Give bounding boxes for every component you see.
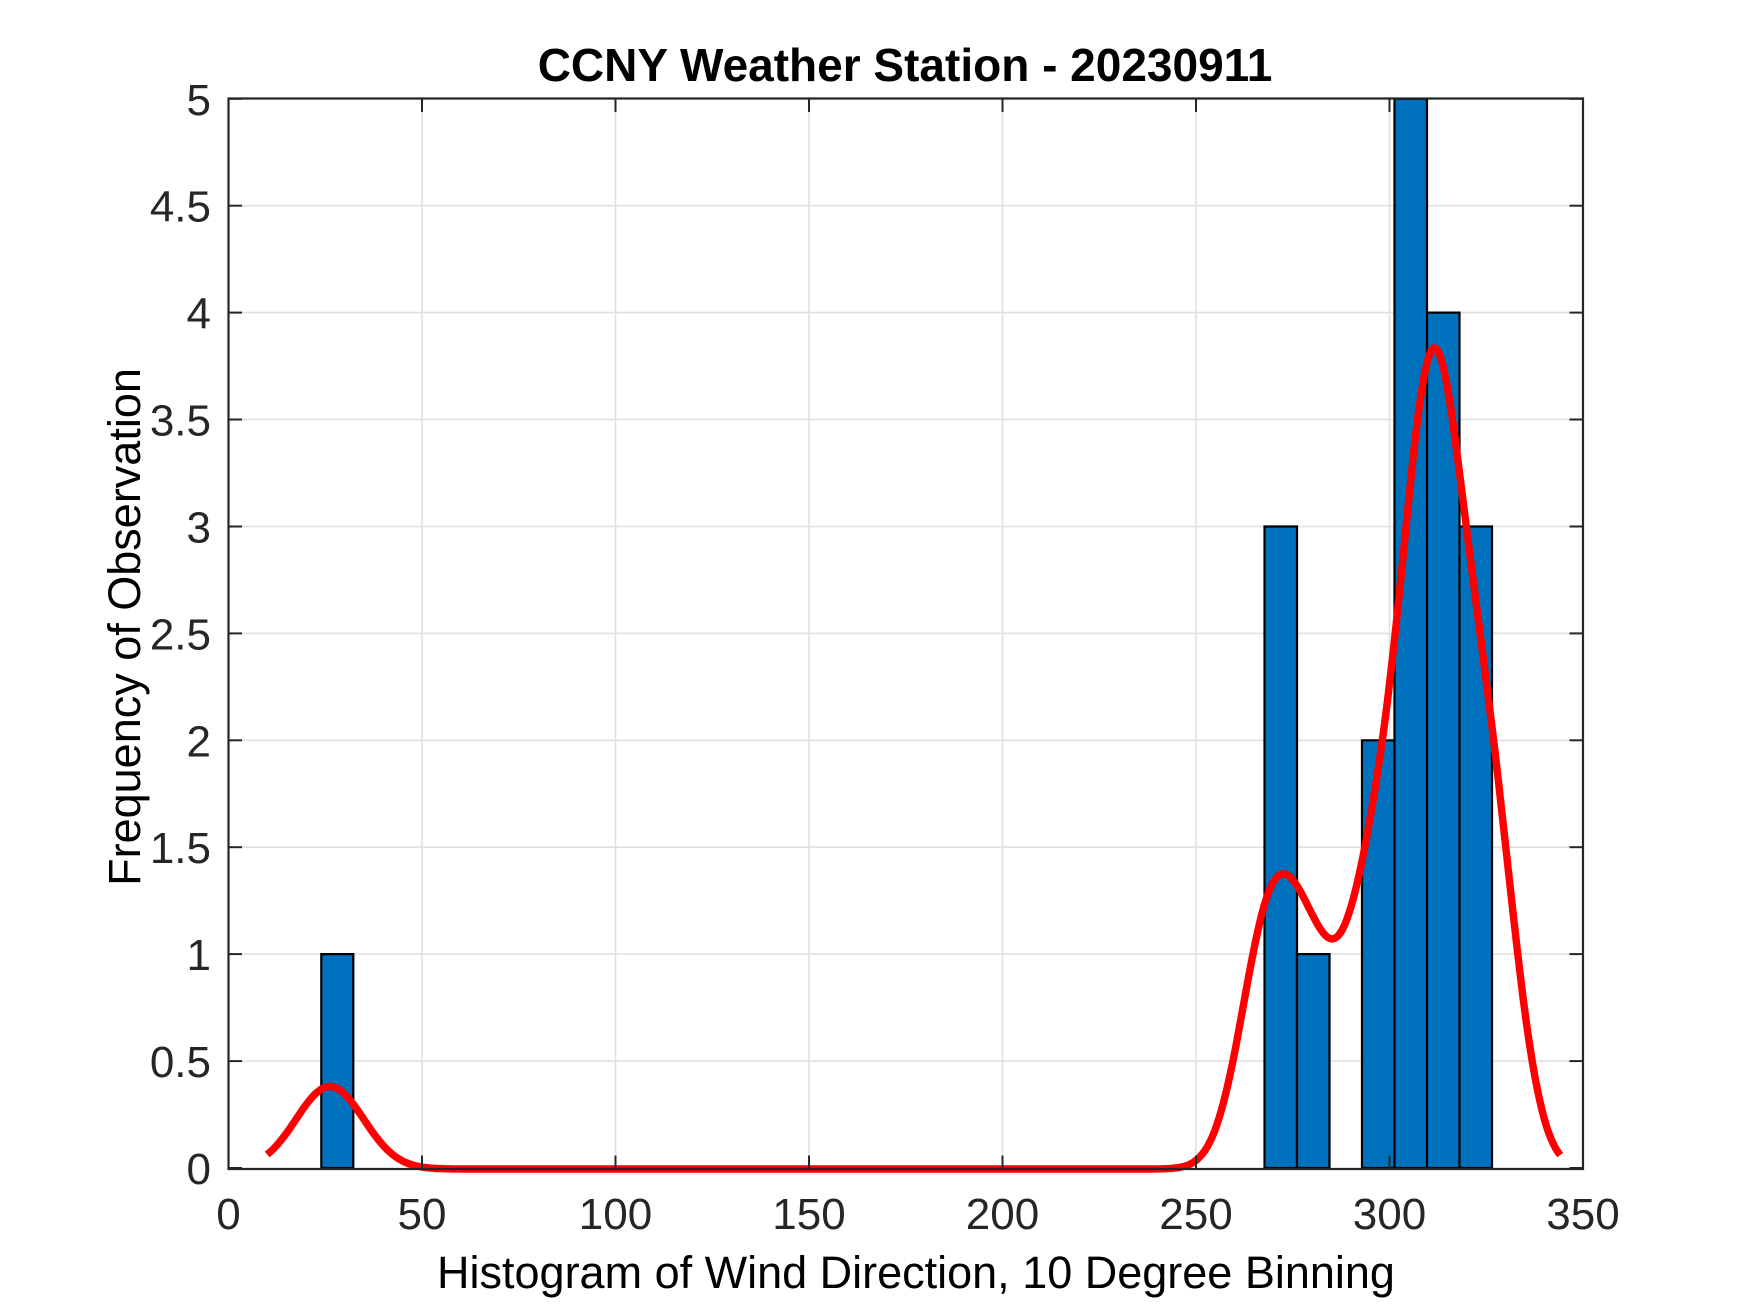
svg-text:250: 250 bbox=[1159, 1190, 1232, 1239]
svg-text:200: 200 bbox=[966, 1190, 1039, 1239]
svg-text:2: 2 bbox=[187, 717, 211, 766]
svg-text:Histogram of Wind Direction, 1: Histogram of Wind Direction, 10 Degree B… bbox=[437, 1247, 1395, 1298]
svg-text:1: 1 bbox=[187, 931, 211, 980]
svg-text:Frequency of Observation: Frequency of Observation bbox=[99, 368, 150, 886]
svg-text:0.5: 0.5 bbox=[150, 1038, 211, 1087]
svg-text:300: 300 bbox=[1353, 1190, 1426, 1239]
svg-text:5: 5 bbox=[187, 76, 211, 125]
svg-text:3.5: 3.5 bbox=[150, 397, 211, 446]
svg-text:2.5: 2.5 bbox=[150, 610, 211, 659]
svg-text:350: 350 bbox=[1546, 1190, 1619, 1239]
svg-text:4: 4 bbox=[187, 290, 211, 339]
svg-text:1.5: 1.5 bbox=[150, 824, 211, 873]
svg-text:3: 3 bbox=[187, 504, 211, 553]
svg-text:0: 0 bbox=[216, 1190, 240, 1239]
svg-text:CCNY Weather Station - 2023091: CCNY Weather Station - 20230911 bbox=[538, 39, 1273, 91]
svg-text:150: 150 bbox=[772, 1190, 845, 1239]
svg-text:100: 100 bbox=[579, 1190, 652, 1239]
svg-text:0: 0 bbox=[187, 1145, 211, 1194]
svg-text:50: 50 bbox=[398, 1190, 447, 1239]
svg-text:4.5: 4.5 bbox=[150, 183, 211, 232]
